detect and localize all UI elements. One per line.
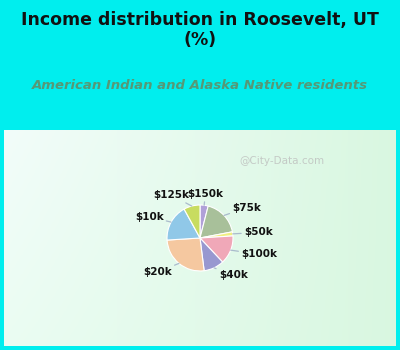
Wedge shape <box>200 205 208 238</box>
Text: @City-Data.com: @City-Data.com <box>239 155 324 166</box>
Text: $75k: $75k <box>224 203 261 215</box>
Wedge shape <box>167 209 200 240</box>
Wedge shape <box>200 206 232 238</box>
Text: $150k: $150k <box>188 189 224 205</box>
Text: $10k: $10k <box>135 212 171 222</box>
Wedge shape <box>200 236 233 262</box>
Text: $20k: $20k <box>143 264 179 277</box>
Text: American Indian and Alaska Native residents: American Indian and Alaska Native reside… <box>32 79 368 92</box>
Text: $40k: $40k <box>214 268 248 280</box>
Text: $50k: $50k <box>233 228 273 237</box>
Text: $100k: $100k <box>231 249 277 259</box>
Wedge shape <box>184 205 200 238</box>
Text: $125k: $125k <box>153 190 192 206</box>
Text: Income distribution in Roosevelt, UT
(%): Income distribution in Roosevelt, UT (%) <box>21 10 379 49</box>
Wedge shape <box>200 232 233 238</box>
Wedge shape <box>167 238 204 271</box>
Wedge shape <box>200 238 222 271</box>
